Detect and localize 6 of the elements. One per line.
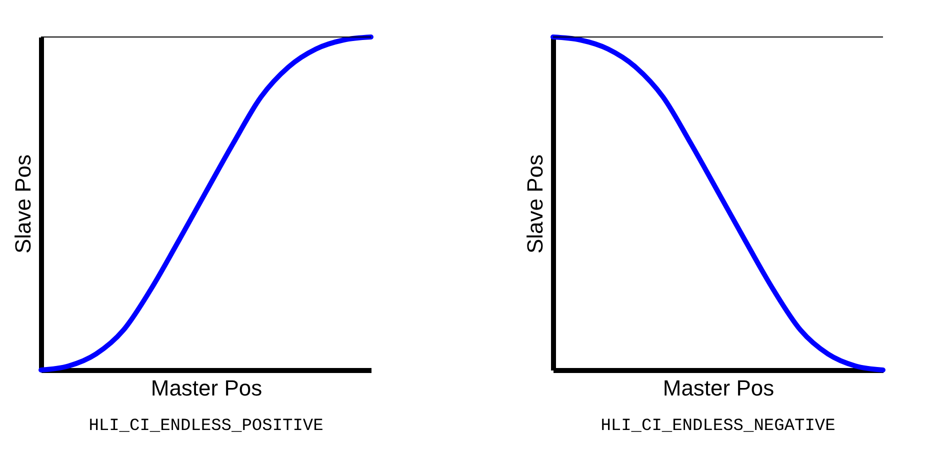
y-axis-title: Slave Pos (522, 154, 548, 254)
y-axis-title: Slave Pos (10, 154, 36, 254)
x-axis-title: Master Pos (662, 376, 774, 400)
text: HLI_CI_ENDLESS_NEGATIVE (600, 417, 836, 436)
text: HLI_CI_ENDLESS_POSITIVE (88, 417, 324, 436)
x-axis-title: Master Pos (150, 376, 262, 400)
